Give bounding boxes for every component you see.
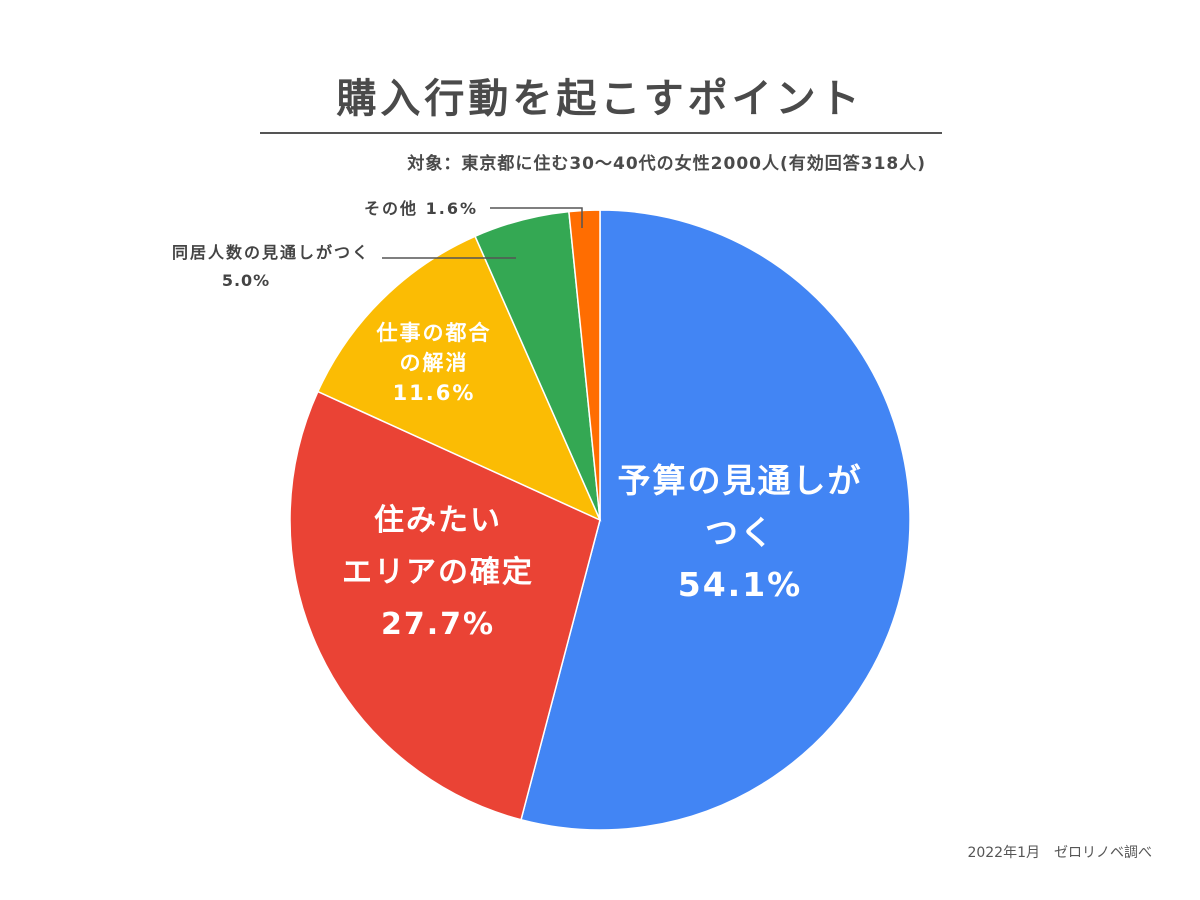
- slice-work: [316, 235, 602, 522]
- slice-budget-label: つく: [705, 513, 775, 552]
- slice-household-label: 同居人数の見通しがつく: [172, 243, 370, 262]
- title-divider: [260, 132, 942, 134]
- slice-area-label: エリアの確定: [342, 555, 534, 590]
- slice-other: [568, 209, 601, 521]
- slice-area-value: 27.7%: [381, 607, 495, 642]
- slice-area: [289, 390, 601, 821]
- slice-other-label: その他 1.6%: [364, 199, 478, 218]
- slice-household-callout: 同居人数の見通しがつく 5.0%: [172, 243, 516, 290]
- chart-title: 購入行動を起こすポイント: [336, 76, 864, 122]
- slice-budget: [520, 209, 911, 831]
- slice-work-label: の解消: [400, 351, 469, 375]
- slice-budget-label: 予算の見通しが: [618, 461, 863, 500]
- slice-household-value: 5.0%: [222, 271, 270, 290]
- slice-work-value: 11.6%: [393, 381, 476, 405]
- source-note: 2022年1月 ゼロリノベ調べ: [967, 845, 1152, 861]
- chart-subtitle: 対象：東京都に住む30〜40代の女性2000人(有効回答318人): [407, 154, 926, 174]
- slice-other-callout: その他 1.6%: [364, 199, 583, 228]
- slice-budget-value: 54.1%: [678, 565, 803, 604]
- slice-other-leader-line: [490, 207, 583, 228]
- slice-work-label: 仕事の都合: [376, 321, 492, 345]
- slice-area-label: 住みたい: [374, 503, 502, 538]
